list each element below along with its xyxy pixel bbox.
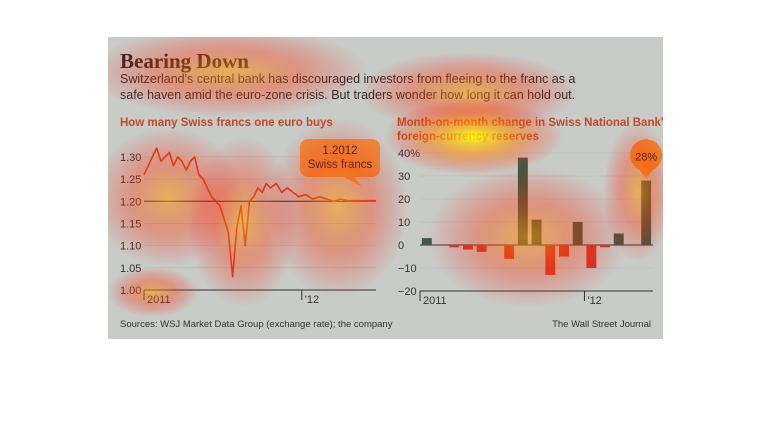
x-tick-label: '12 [587, 295, 601, 307]
bar-negative [476, 245, 487, 252]
bar-positive [421, 238, 432, 245]
bar-negative [504, 245, 515, 259]
publisher-credit: The Wall Street Journal [552, 319, 651, 330]
bar-positive [613, 233, 624, 245]
y-tick-label: −20 [398, 286, 417, 298]
x-tick-label: '12 [305, 294, 319, 306]
bar-negative [586, 245, 597, 268]
bar-negative [559, 245, 569, 257]
last-bar-callout-value: 28% [635, 152, 657, 164]
y-tick-label: −10 [398, 263, 417, 275]
bar-positive [641, 180, 652, 245]
y-tick-label: 10 [398, 217, 410, 229]
bar-negative [600, 245, 610, 248]
sources-note: Sources: WSJ Market Data Group (exchange… [120, 319, 393, 330]
reserves-bar-chart: 40% 30 20 10 0 −10 −20 2011 '12 28% [398, 139, 663, 307]
bar-positive [572, 222, 583, 245]
bar-negative [463, 245, 473, 250]
y-tick-label: 30 [398, 171, 410, 183]
x-tick-label: 2011 [423, 295, 447, 307]
y-tick-label: 0 [398, 240, 404, 252]
bar-positive [517, 157, 528, 245]
y-tick-label: 20 [398, 194, 410, 206]
bar-positive [531, 219, 542, 245]
bar-negative [545, 245, 556, 275]
bar-negative [449, 245, 460, 248]
y-tick-label: 40% [398, 148, 420, 160]
infographic: Bearing Down Switzerland's central bank … [108, 37, 663, 339]
